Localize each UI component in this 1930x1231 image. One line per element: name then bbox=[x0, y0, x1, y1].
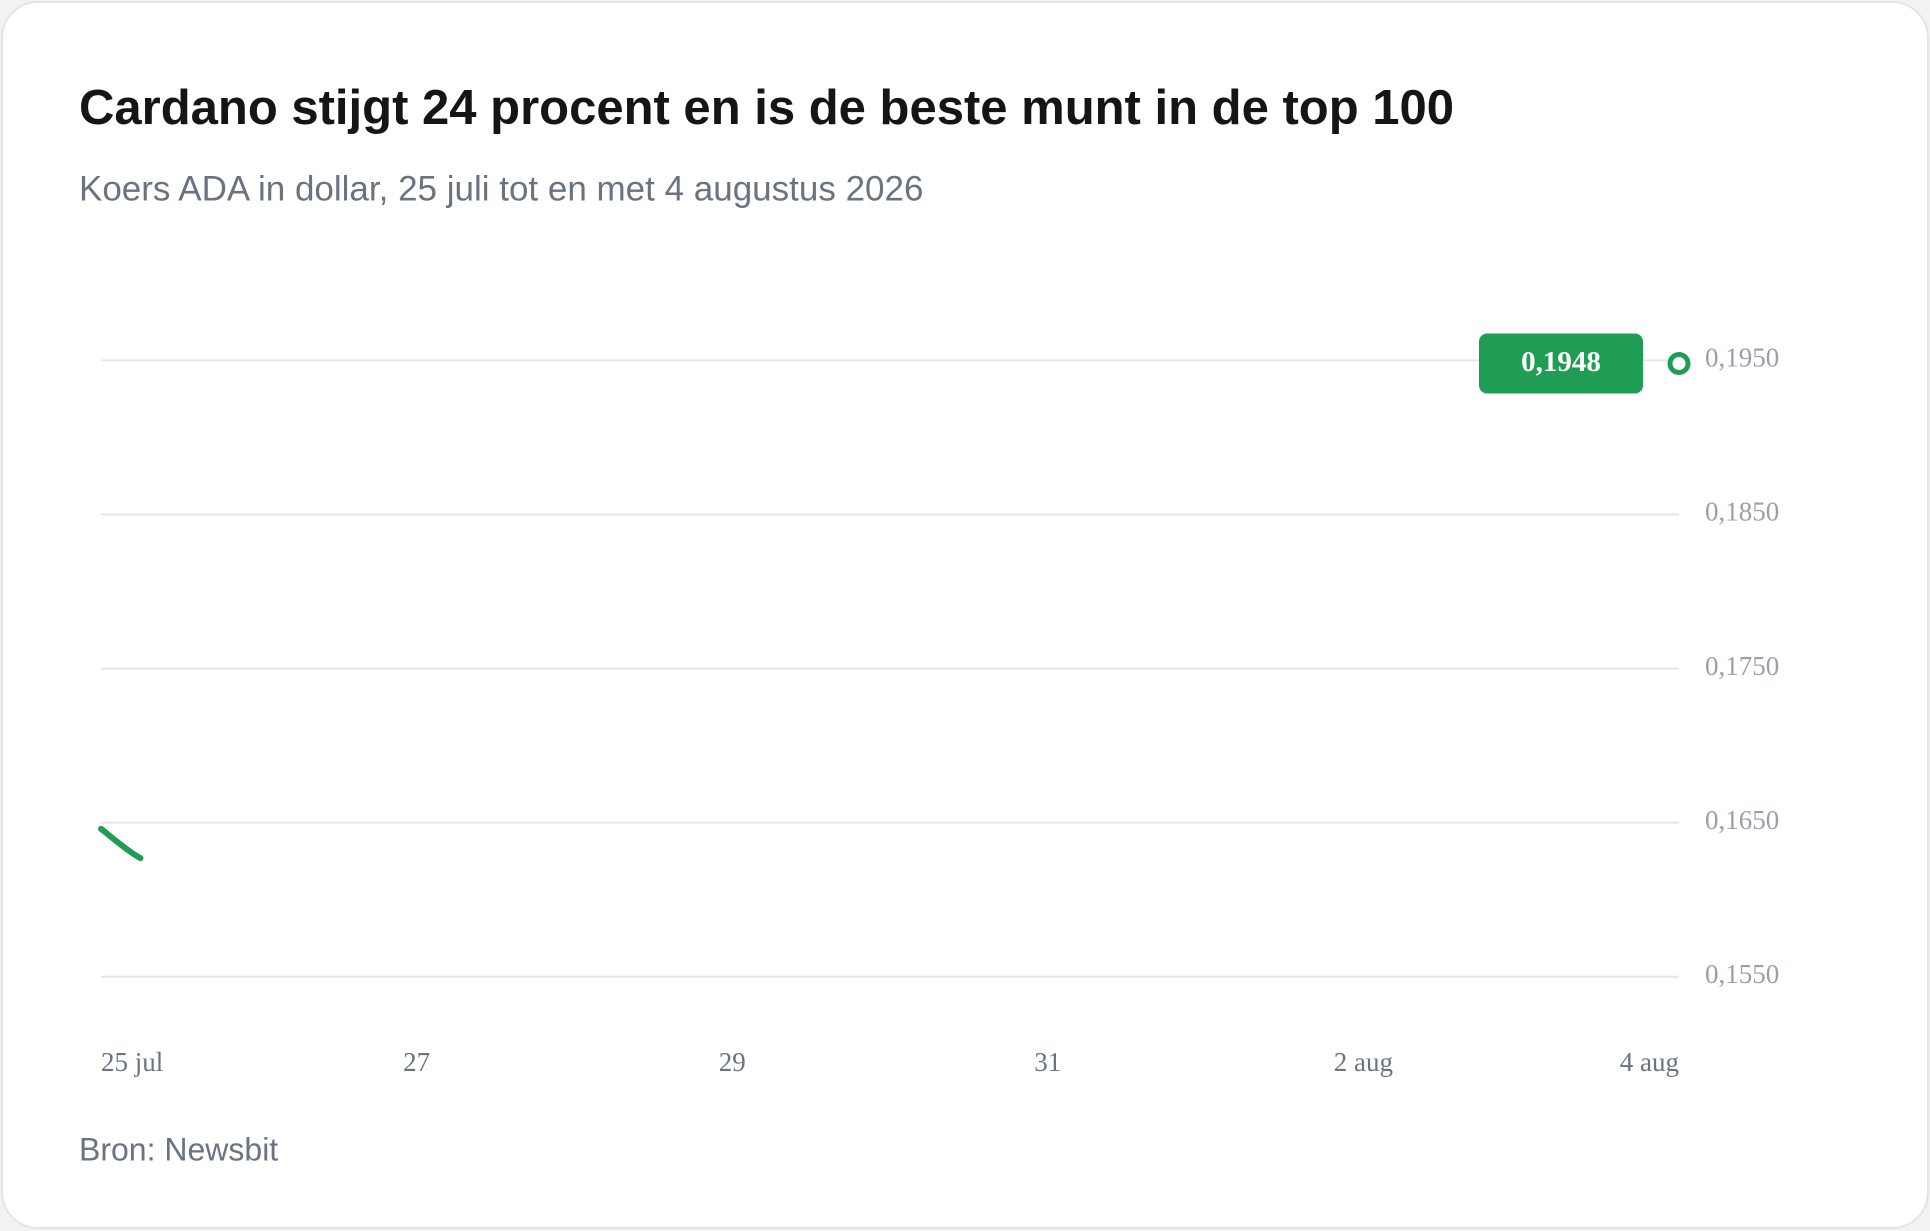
x-tick-label: 4 aug bbox=[1620, 1047, 1679, 1077]
end-point bbox=[1667, 351, 1691, 375]
chart-subtitle: Koers ADA in dollar, 25 juli tot en met … bbox=[79, 169, 923, 208]
x-tick-label: 31 bbox=[1034, 1047, 1061, 1077]
y-tick-label: 0,1950 bbox=[1705, 343, 1779, 373]
y-tick-label: 0,1750 bbox=[1705, 651, 1779, 681]
chart-title: Cardano stijgt 24 procent en is de beste… bbox=[79, 81, 1454, 135]
line bbox=[98, 825, 144, 862]
y-tick-label: 0,1650 bbox=[1705, 805, 1779, 835]
y-tick-label: 0,1850 bbox=[1705, 497, 1779, 527]
x-tick-label: 2 aug bbox=[1334, 1047, 1393, 1077]
x-tick-label: 29 bbox=[719, 1047, 746, 1077]
x-tick-label: 27 bbox=[403, 1047, 430, 1077]
source: Bron: Newsbit bbox=[79, 1131, 278, 1167]
x-tick-label: 25 jul bbox=[101, 1047, 163, 1077]
value-label: 0,1948 bbox=[1521, 346, 1601, 378]
value-badge bbox=[1479, 333, 1643, 394]
y-tick-label: 0,1550 bbox=[1705, 959, 1779, 989]
